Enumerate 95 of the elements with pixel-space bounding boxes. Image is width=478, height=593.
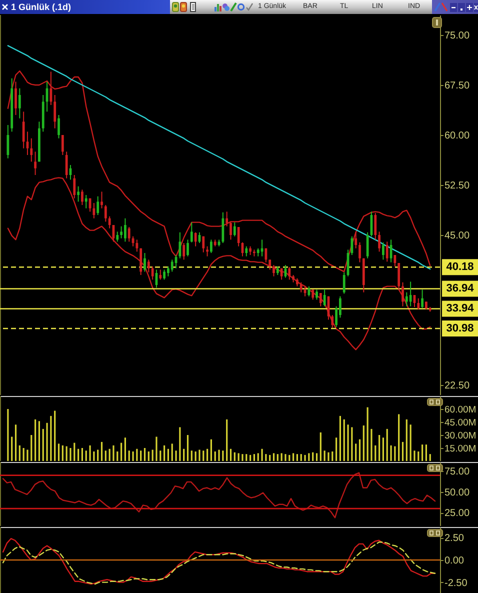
candlestick: [140, 248, 142, 276]
candlestick: [77, 186, 80, 202]
y-tick-label: 50.00: [444, 487, 470, 498]
candlestick: [342, 272, 346, 294]
candlestick: [30, 138, 33, 162]
candlestick: [18, 88, 21, 119]
candlestick: [308, 286, 310, 297]
candlestick: [22, 111, 25, 149]
ref-line-label: 36.94: [446, 282, 475, 295]
candlestick: [319, 292, 322, 307]
candlestick: [366, 232, 369, 259]
candlestick: [398, 262, 400, 290]
candlestick: [331, 314, 334, 328]
candlestick: [409, 281, 412, 307]
candlestick: [206, 246, 208, 257]
candlestick: [417, 298, 420, 310]
candlestick: [14, 81, 17, 116]
candlestick: [61, 134, 64, 156]
chart-title: 1 Günlük (.1d): [11, 1, 72, 14]
y-tick-label: 52.50: [444, 180, 470, 192]
y-tick-label: 45.00: [444, 230, 470, 242]
candlestick: [394, 254, 396, 267]
candlestick: [312, 289, 314, 300]
ref-line-label: 30.98: [446, 322, 474, 334]
candlestick: [108, 216, 111, 229]
candlestick: [182, 242, 186, 260]
candlestick: [167, 266, 170, 277]
candlestick: [96, 196, 100, 216]
candlestick: [374, 212, 377, 240]
candlestick: [84, 194, 88, 209]
candlestick: [54, 94, 56, 129]
candlestick: [350, 236, 354, 256]
candlestick: [202, 236, 205, 253]
y-tick-label: 67.50: [444, 80, 470, 92]
y-tick-label: 60.00: [444, 130, 470, 142]
candlestick: [81, 189, 84, 206]
y-tick-label: 22.50: [444, 380, 470, 392]
candlestick: [245, 246, 248, 257]
candlestick: [34, 151, 36, 176]
candlestick: [264, 248, 268, 263]
candlestick: [421, 289, 424, 309]
candlestick: [358, 242, 361, 263]
y-tick-label: 75.00: [444, 466, 470, 478]
candlestick: [104, 204, 107, 222]
candlestick: [65, 151, 68, 179]
candlestick: [136, 239, 138, 252]
candlestick: [100, 191, 103, 209]
y-tick-label: 15.00M: [444, 444, 476, 454]
candlestick: [159, 269, 162, 280]
candlestick: [230, 222, 232, 240]
candlestick: [147, 259, 150, 273]
candlestick: [237, 226, 240, 247]
candlestick: [163, 269, 166, 280]
y-tick-label: 45.00M: [444, 418, 476, 428]
candlestick: [178, 232, 182, 259]
candlestick: [300, 282, 302, 293]
candlestick: [222, 212, 224, 244]
candlestick: [144, 252, 146, 272]
line-series: [7, 177, 431, 350]
candlestick: [194, 232, 197, 247]
y-tick-label: -2.50: [444, 578, 468, 589]
candlestick: [323, 288, 326, 307]
candlestick: [128, 226, 130, 242]
line-series: [2, 472, 436, 518]
candlestick: [186, 239, 189, 257]
y-tick-label: 75.00: [444, 30, 470, 42]
ref-line-label: 40.18: [446, 261, 474, 274]
candlestick: [124, 218, 126, 242]
y-tick-label: 0.00: [444, 556, 464, 566]
y-tick-label: 60.00M: [444, 404, 476, 416]
candlestick: [116, 231, 119, 242]
ref-line-label: 33.94: [446, 302, 475, 315]
candlestick: [6, 124, 10, 159]
candlestick: [92, 202, 96, 219]
candlestick: [120, 226, 122, 239]
candlestick: [190, 222, 193, 243]
candlestick: [288, 266, 291, 280]
y-tick-label: 25.00: [444, 508, 470, 520]
candlestick: [386, 241, 388, 262]
candlestick: [170, 259, 174, 272]
y-tick-label: 30.00M: [444, 430, 476, 442]
candlestick: [378, 231, 380, 252]
y-tick-label: 2.50: [444, 533, 464, 544]
candlestick: [268, 259, 272, 270]
candlestick: [58, 114, 60, 139]
candlestick: [233, 222, 236, 237]
candlestick: [382, 242, 384, 260]
candlestick: [151, 266, 154, 280]
candlestick: [405, 292, 408, 307]
candlestick: [316, 289, 318, 300]
candlestick: [226, 211, 228, 227]
candlestick: [210, 239, 212, 254]
candlestick: [402, 282, 404, 307]
candlestick: [272, 264, 275, 277]
candlestick: [354, 231, 358, 249]
